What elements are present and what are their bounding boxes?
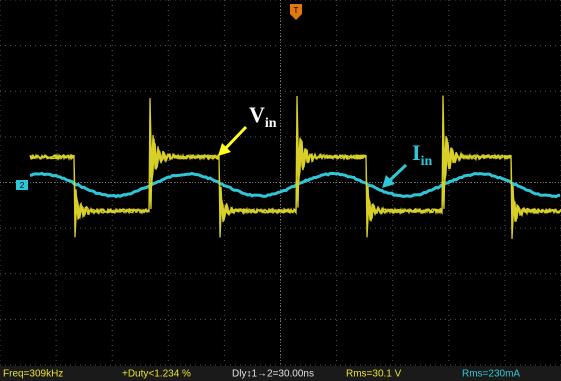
measurement: Dly↕1→2=30.00ns	[232, 369, 314, 380]
measurement: Rms=230mA	[462, 369, 520, 380]
page: {"labels": {"vin": "V", "vin_sub": "in",…	[0, 0, 561, 381]
measurement: Freq=309kHz	[3, 369, 63, 380]
scope-screen: 2 T Vin Iin Freq=309kHz +Duty<1.234 % Dl…	[0, 0, 561, 381]
measurement: +Duty<1.234 %	[122, 369, 191, 380]
trigger-marker-label: T	[294, 6, 299, 15]
measurement: Rms=30.1 V	[346, 369, 402, 380]
channel-marker-label: 2	[20, 181, 25, 190]
